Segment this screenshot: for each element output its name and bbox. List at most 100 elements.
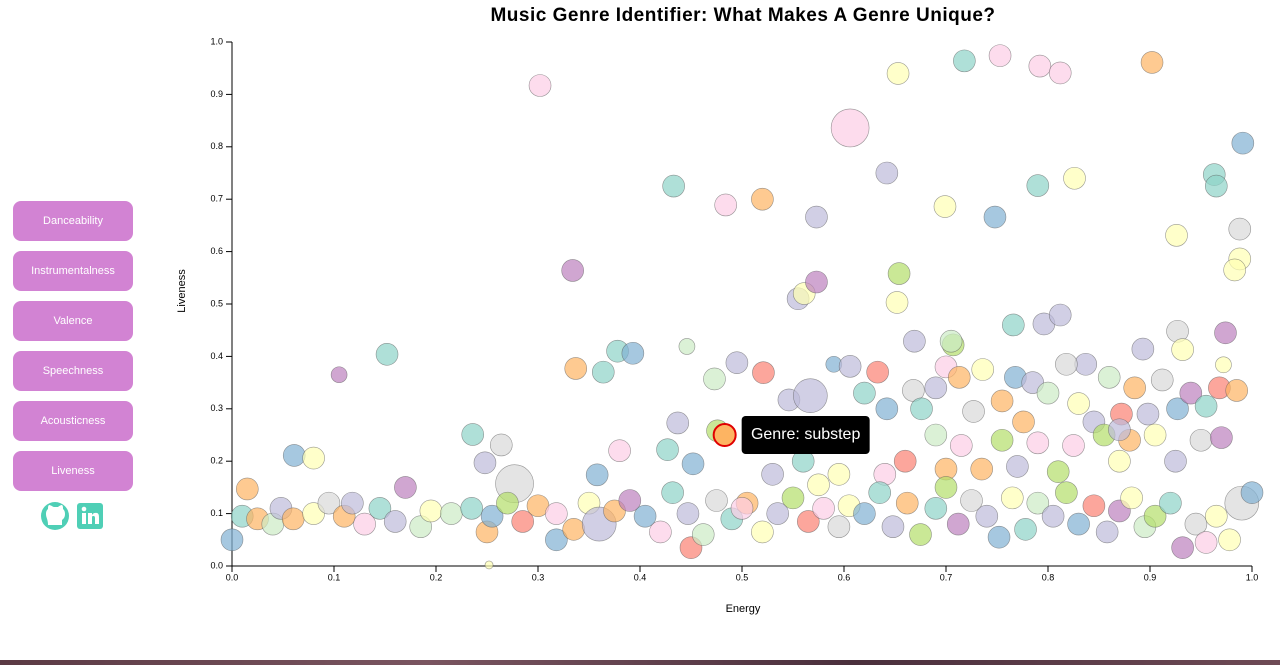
bubble — [1082, 494, 1106, 518]
bubble — [591, 360, 615, 384]
bubble — [1067, 512, 1090, 536]
bubble — [662, 174, 685, 198]
bubble — [703, 367, 726, 391]
bubble — [1048, 303, 1072, 327]
y-tick-label: 0.1 — [210, 508, 223, 518]
bubble — [924, 423, 948, 447]
bubble — [1179, 381, 1203, 405]
metric-button[interactable]: Speechness — [13, 351, 133, 391]
bubble — [933, 195, 957, 218]
bubble — [1014, 518, 1037, 541]
bubble — [1165, 224, 1188, 247]
bubble — [805, 270, 828, 294]
bubble — [1036, 381, 1060, 405]
bubble — [562, 518, 586, 541]
bubble — [1006, 455, 1029, 478]
bubble — [1218, 528, 1241, 552]
linkedin-icon[interactable] — [77, 503, 103, 529]
bubble — [983, 205, 1007, 229]
bubble — [419, 499, 443, 523]
bubble — [1150, 368, 1174, 392]
bubble — [368, 497, 392, 520]
x-tick-label: 0.5 — [736, 572, 749, 582]
y-axis-label: Liveness — [176, 269, 188, 313]
bubble — [1055, 352, 1078, 376]
bubble — [761, 462, 784, 486]
bubble — [341, 491, 364, 515]
bubble — [751, 520, 774, 544]
bubble — [714, 193, 737, 217]
bubbles — [220, 44, 1264, 570]
bubble — [970, 457, 994, 481]
bubble — [461, 423, 485, 446]
y-tick-label: 0.3 — [210, 403, 223, 413]
bubble — [1164, 449, 1187, 473]
bubble — [939, 329, 963, 353]
metric-button[interactable]: Danceability — [13, 201, 133, 241]
bubble — [489, 433, 513, 457]
bubble — [1026, 431, 1050, 455]
bubble — [1000, 486, 1024, 510]
bubble — [353, 512, 376, 536]
bubble — [975, 504, 999, 528]
bubble — [868, 481, 892, 504]
bubble — [971, 358, 995, 381]
bubble — [910, 397, 933, 421]
x-tick-label: 0.3 — [532, 572, 545, 582]
bubble — [1215, 356, 1232, 374]
bubble — [903, 329, 926, 353]
bubble — [1140, 51, 1164, 74]
bubble — [394, 476, 417, 499]
bubble — [678, 338, 696, 355]
bubble — [881, 515, 905, 539]
bubble — [752, 361, 775, 384]
x-tick-label: 0.1 — [328, 572, 341, 582]
bubble — [564, 357, 588, 380]
bubble — [1048, 61, 1072, 85]
bubble — [220, 528, 244, 552]
metric-button[interactable]: Instrumentalness — [13, 251, 133, 291]
bubble — [317, 491, 341, 515]
bubble — [1223, 258, 1246, 282]
y-tick-label: 0.2 — [210, 456, 223, 466]
tooltip: Genre: substep — [741, 416, 870, 454]
metric-button[interactable]: Liveness — [13, 451, 133, 491]
bubble — [886, 62, 910, 85]
bubble — [1194, 394, 1218, 418]
bubble — [827, 462, 851, 486]
bubble — [473, 451, 497, 475]
bubble — [1046, 460, 1070, 483]
bubble — [691, 523, 715, 546]
bubble — [1120, 486, 1143, 510]
bubble — [988, 44, 1012, 67]
bubble — [621, 341, 645, 365]
bubble — [561, 259, 584, 282]
bubble — [766, 502, 790, 525]
metric-button[interactable]: Valence — [13, 301, 133, 341]
bubble — [1225, 379, 1248, 402]
bubble — [812, 497, 835, 520]
y-tick-label: 0.6 — [210, 246, 223, 256]
bubble — [496, 491, 519, 515]
github-icon[interactable] — [41, 502, 69, 530]
bubble — [949, 434, 973, 457]
bubble — [827, 515, 851, 539]
bubble — [934, 476, 958, 499]
bubble — [830, 108, 870, 148]
y-tick-label: 0.4 — [210, 351, 223, 361]
bubble — [1184, 512, 1208, 536]
bubble — [885, 291, 909, 314]
bubble — [1171, 536, 1194, 559]
bubble — [1063, 166, 1086, 190]
bubble — [838, 355, 862, 378]
bubble — [1041, 504, 1065, 528]
bubble — [649, 520, 672, 544]
x-axis-label: Energy — [726, 603, 761, 615]
y-tick-label: 0.8 — [210, 141, 223, 151]
bubble — [987, 525, 1011, 549]
bubble — [947, 366, 971, 389]
metric-button[interactable]: Acousticness — [13, 401, 133, 441]
bubble — [895, 491, 919, 515]
